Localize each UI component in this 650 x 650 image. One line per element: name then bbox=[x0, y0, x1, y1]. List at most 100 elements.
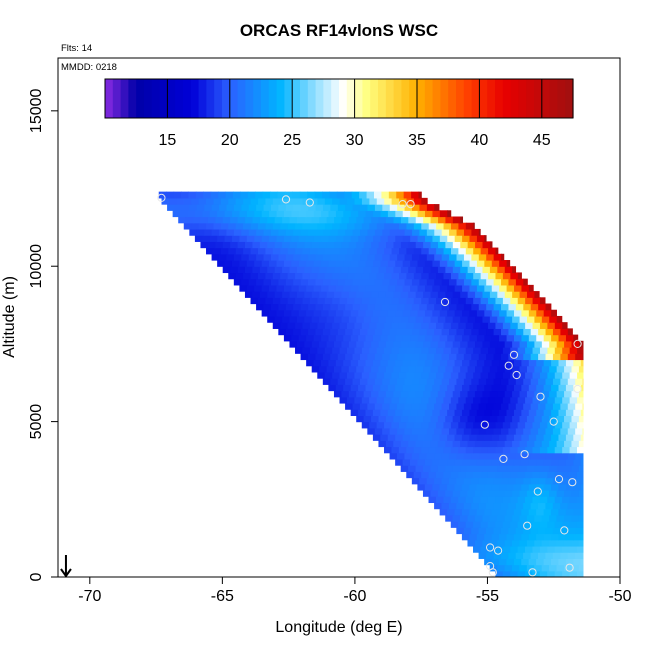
heatmap-cell bbox=[474, 514, 483, 522]
heatmap-cell bbox=[348, 365, 357, 373]
heatmap-cell bbox=[445, 315, 454, 323]
heatmap-cell bbox=[372, 359, 381, 367]
heatmap-cell bbox=[476, 260, 485, 267]
heatmap-cell bbox=[467, 514, 476, 522]
heatmap-cell bbox=[254, 210, 263, 218]
heatmap-cell bbox=[437, 465, 446, 472]
heatmap-cell bbox=[167, 204, 176, 211]
heatmap-cell bbox=[334, 216, 343, 224]
heatmap-cell bbox=[463, 452, 472, 460]
heatmap-cell bbox=[525, 322, 534, 329]
heatmap-cell bbox=[315, 303, 324, 311]
heatmap-cell bbox=[528, 434, 537, 441]
heatmap-cell bbox=[354, 222, 363, 230]
heatmap-cell bbox=[302, 347, 311, 354]
heatmap-cell bbox=[489, 241, 493, 249]
heatmap-cell bbox=[471, 328, 480, 336]
heatmap-cell bbox=[454, 235, 463, 242]
heatmap-cell bbox=[389, 278, 398, 286]
heatmap-cell bbox=[443, 297, 452, 305]
heatmap-cell bbox=[387, 334, 396, 342]
heatmap-cell bbox=[345, 402, 354, 410]
heatmap-cell bbox=[491, 384, 500, 392]
heatmap-cell bbox=[398, 322, 407, 329]
heatmap-cell bbox=[541, 489, 550, 497]
heatmap-cell bbox=[571, 489, 580, 497]
heatmap-cell bbox=[539, 521, 548, 528]
heatmap-cell bbox=[569, 570, 578, 577]
heatmap-cell bbox=[534, 489, 543, 497]
heatmap-cell bbox=[532, 421, 541, 429]
heatmap-cell bbox=[434, 353, 443, 361]
heatmap-cell bbox=[352, 278, 361, 286]
heatmap-cell bbox=[478, 502, 487, 510]
heatmap-cell bbox=[526, 340, 535, 348]
heatmap-cell bbox=[528, 483, 537, 491]
heatmap-cell bbox=[558, 434, 567, 441]
heatmap-cell bbox=[469, 260, 478, 267]
heatmap-cell bbox=[437, 365, 446, 373]
heatmap-cell bbox=[471, 253, 480, 261]
heatmap-cell bbox=[545, 378, 554, 385]
heatmap-cell bbox=[495, 545, 504, 553]
colorbar-segment bbox=[323, 79, 332, 118]
heatmap-cell bbox=[573, 483, 582, 491]
heatmap-cell bbox=[346, 396, 355, 404]
heatmap-cell bbox=[580, 434, 584, 441]
heatmap-cell bbox=[575, 378, 584, 385]
heatmap-cell bbox=[391, 297, 400, 305]
heatmap-cell bbox=[358, 284, 367, 292]
heatmap-cell bbox=[430, 390, 439, 398]
heatmap-cell bbox=[280, 272, 289, 280]
heatmap-cell bbox=[393, 365, 402, 373]
heatmap-cell bbox=[508, 552, 517, 559]
heatmap-cell bbox=[393, 415, 402, 423]
heatmap-cell bbox=[562, 421, 571, 429]
heatmap-cell bbox=[550, 508, 560, 516]
colorbar-segment bbox=[144, 79, 153, 118]
heatmap-cell bbox=[374, 204, 383, 211]
heatmap-cell bbox=[480, 545, 489, 553]
heatmap-cell bbox=[395, 384, 404, 392]
heatmap-cell bbox=[382, 303, 391, 311]
heatmap-cell bbox=[402, 260, 411, 267]
heatmap-cell bbox=[332, 322, 341, 329]
heatmap-cell bbox=[512, 514, 521, 522]
heatmap-cell bbox=[237, 216, 246, 224]
colorbar-tick-label: 15 bbox=[159, 132, 177, 149]
heatmap-cell bbox=[447, 384, 456, 392]
heatmap-cell bbox=[493, 527, 502, 535]
colorbar-tick-label: 45 bbox=[533, 132, 551, 149]
heatmap-cell bbox=[458, 396, 467, 404]
heatmap-cell bbox=[277, 191, 286, 199]
heatmap-cell bbox=[248, 228, 257, 236]
heatmap-cell bbox=[287, 322, 296, 329]
heatmap-cell bbox=[541, 465, 550, 472]
heatmap-cell bbox=[558, 334, 567, 342]
heatmap-cell bbox=[374, 228, 383, 236]
heatmap-cell bbox=[499, 284, 508, 292]
heatmap-cell bbox=[419, 477, 428, 485]
heatmap-cell bbox=[460, 340, 469, 348]
heatmap-cell bbox=[502, 297, 511, 305]
heatmap-cell bbox=[334, 315, 343, 323]
heatmap-cell bbox=[436, 396, 445, 404]
heatmap-cell bbox=[376, 421, 385, 429]
heatmap-cell bbox=[417, 483, 426, 491]
heatmap-cell bbox=[189, 228, 198, 236]
colorbar-segment bbox=[284, 79, 293, 118]
heatmap-cell bbox=[576, 570, 584, 577]
colorbar-segment bbox=[401, 79, 410, 118]
heatmap-cell bbox=[426, 278, 435, 286]
heatmap-cell bbox=[508, 402, 517, 410]
heatmap-cell bbox=[324, 371, 333, 379]
heatmap-cell bbox=[361, 272, 370, 280]
heatmap-cell bbox=[417, 260, 426, 267]
heatmap-cell bbox=[320, 359, 330, 367]
heatmap-cell bbox=[365, 384, 374, 392]
heatmap-cell bbox=[521, 558, 530, 566]
heatmap-cell bbox=[536, 558, 545, 566]
heatmap-cell bbox=[315, 353, 324, 361]
heatmap-cell bbox=[486, 328, 495, 336]
heatmap-cell bbox=[441, 502, 450, 510]
